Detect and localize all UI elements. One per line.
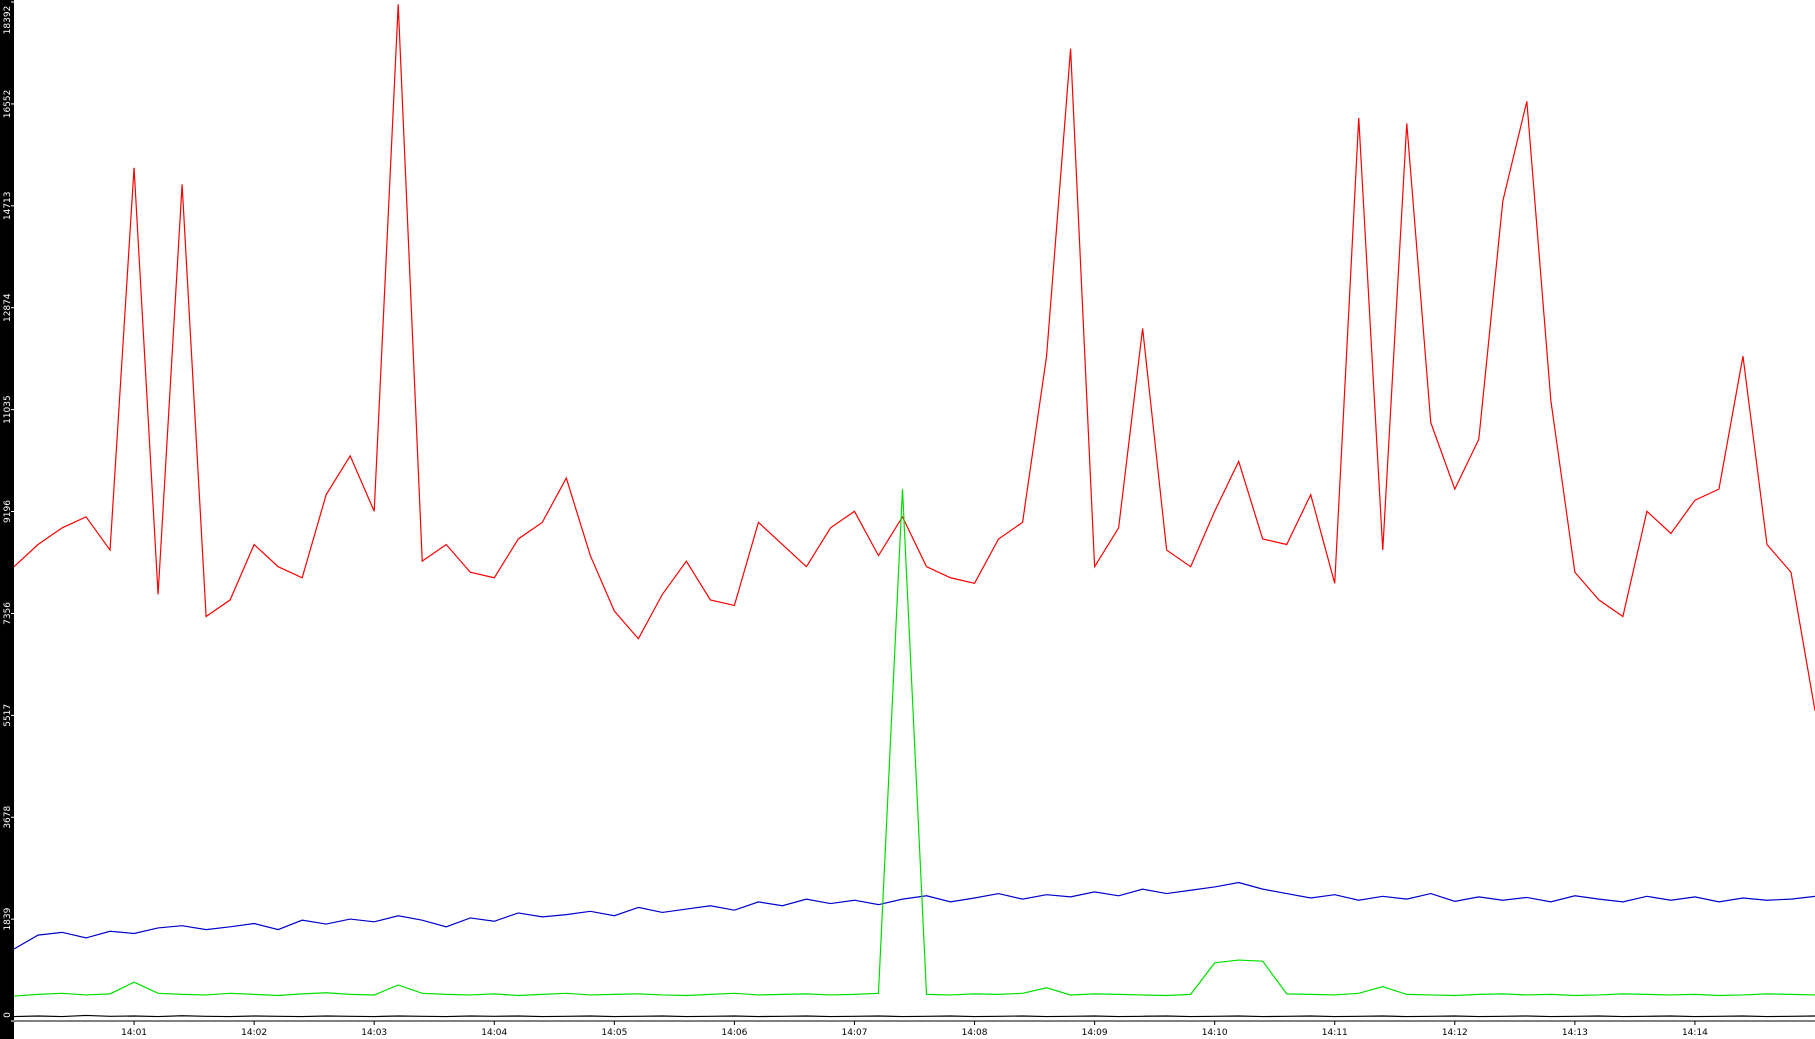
y-axis-strip	[0, 0, 14, 1039]
x-tick-label: 14:06	[721, 1028, 747, 1038]
x-tick-label: 14:11	[1322, 1028, 1348, 1038]
plot-area	[14, 0, 1815, 1021]
y-tick-label: 18392	[3, 6, 13, 35]
x-tick-label: 14:14	[1682, 1028, 1708, 1038]
y-tick-label: 11035	[3, 395, 13, 424]
x-tick-label: 14:13	[1562, 1028, 1588, 1038]
series-line	[13, 881, 1815, 950]
y-tick-label: 0	[3, 1012, 13, 1018]
x-tick-label: 14:01	[121, 1028, 147, 1038]
y-tick-label: 12874	[3, 293, 13, 322]
x-tick-label: 14:10	[1202, 1028, 1228, 1038]
y-tick-label: 9196	[3, 500, 13, 523]
x-tick-label: 14:12	[1442, 1028, 1468, 1038]
x-tick-label: 14:04	[481, 1028, 507, 1038]
series-line	[13, 489, 1815, 997]
x-tick-label: 14:03	[361, 1028, 387, 1038]
x-tick-label: 14:07	[841, 1028, 867, 1038]
y-tick-label: 1839	[3, 907, 13, 930]
y-tick-label: 7356	[3, 602, 13, 625]
series-line	[13, 4, 1815, 711]
x-tick-label: 14:02	[241, 1028, 267, 1038]
x-tick-label: 14:05	[601, 1028, 627, 1038]
y-tick-label: 16552	[3, 90, 13, 119]
x-tick-label: 14:09	[1082, 1028, 1108, 1038]
y-tick-label: 3678	[3, 805, 13, 828]
y-tick-label: 14713	[3, 192, 13, 221]
y-tick-label: 5517	[3, 704, 13, 727]
series-line	[13, 1014, 1815, 1018]
x-tick-label: 14:08	[962, 1028, 988, 1038]
